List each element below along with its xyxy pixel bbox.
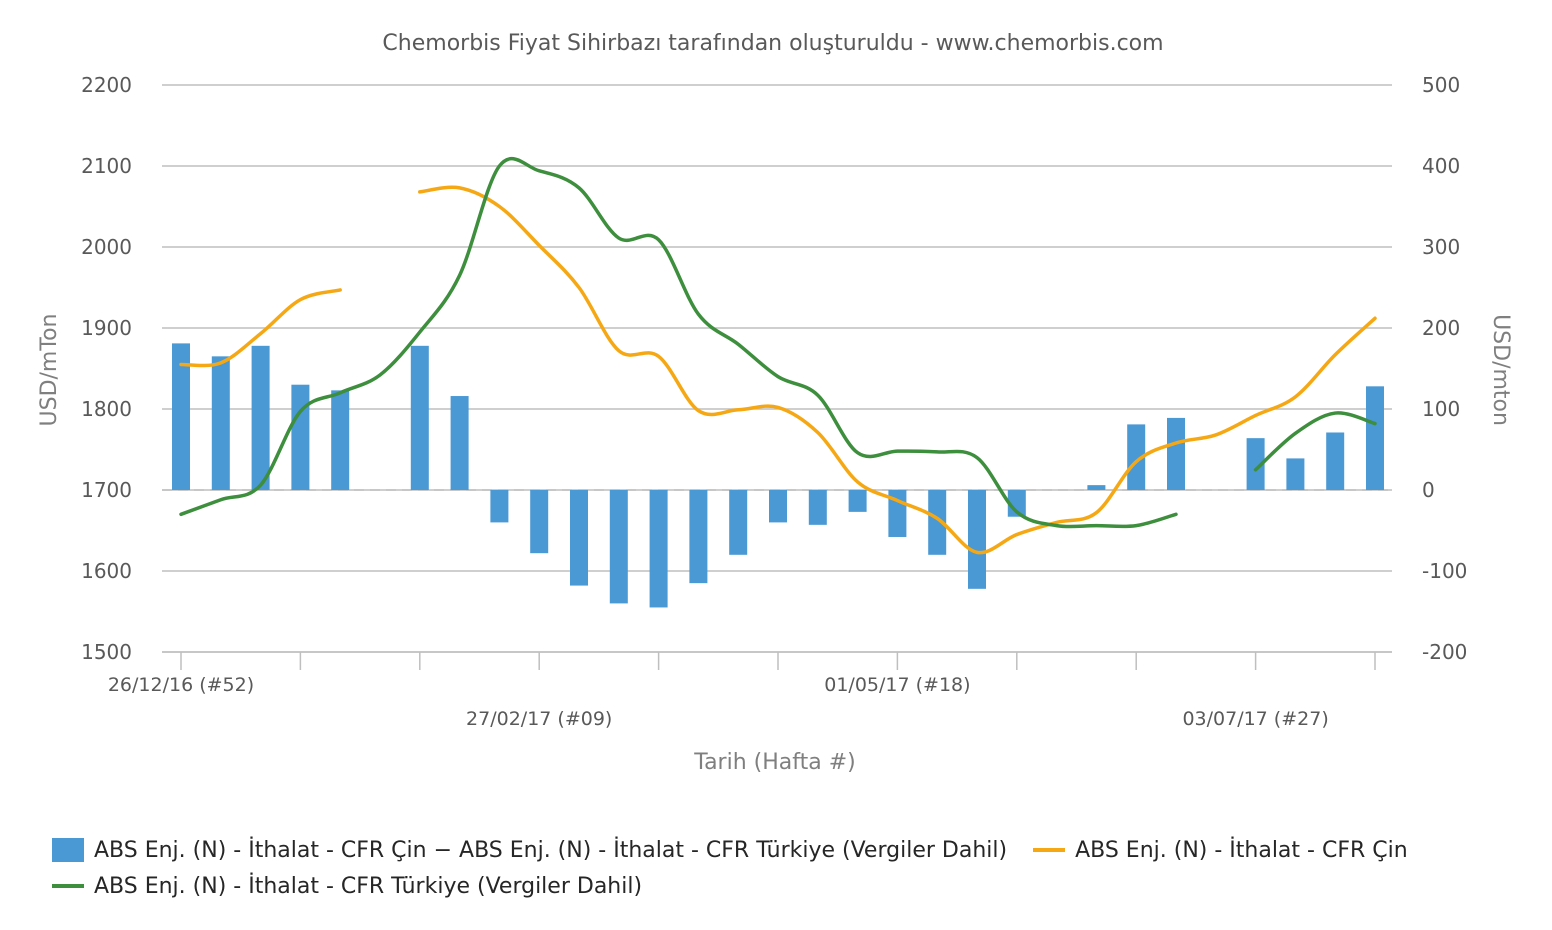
y-right-tick-label: 100 [1422, 397, 1460, 421]
bar [848, 490, 867, 512]
legend-item-cfr-turkiye[interactable]: ABS Enj. (N) - İthalat - CFR Türkiye (Ve… [52, 874, 642, 899]
y-right-tick-label: -100 [1422, 559, 1467, 583]
chart: Chemorbis Fiyat Sihirbazı tarafından olu… [37, 31, 1513, 775]
bar [649, 490, 668, 608]
x-tick-label: 27/02/17 (#09) [466, 708, 612, 730]
y-left-tick-label: 2200 [81, 73, 132, 97]
bar [609, 490, 628, 604]
y-right-tick-label: 400 [1422, 154, 1460, 178]
y-left-tick-label: 2000 [81, 235, 132, 259]
x-tick-label: 26/12/16 (#52) [108, 674, 254, 696]
axes: 15001600170018001900200021002200-200-100… [81, 73, 1467, 730]
bar [729, 490, 748, 555]
y-axis-right-title: USD/mton [1488, 314, 1513, 426]
y-axis-left-title: USD/mTon [37, 314, 62, 427]
bar [1246, 438, 1265, 490]
bar [1007, 490, 1026, 517]
line-series [179, 157, 1377, 555]
bar [1286, 458, 1305, 490]
bar [291, 384, 310, 490]
y-right-tick-label: 200 [1422, 316, 1460, 340]
bar [1087, 485, 1106, 490]
y-right-tick-label: 500 [1422, 73, 1460, 97]
bar [1127, 424, 1146, 490]
x-axis-title: Tarih (Hafta #) [693, 750, 855, 775]
bar [1167, 417, 1185, 490]
legend-item-cfr-cin[interactable]: ABS Enj. (N) - İthalat - CFR Çin [1033, 838, 1408, 863]
bar [450, 396, 469, 490]
legend-label-cfr-cin: ABS Enj. (N) - İthalat - CFR Çin [1075, 837, 1408, 863]
legend: ABS Enj. (N) - İthalat - CFR Çin − ABS E… [52, 832, 1532, 904]
legend-item-spread[interactable]: ABS Enj. (N) - İthalat - CFR Çin − ABS E… [52, 838, 1007, 863]
bar [570, 490, 588, 586]
bar [410, 345, 429, 490]
legend-swatch-spread [52, 838, 84, 862]
y-right-tick-label: -200 [1422, 640, 1467, 664]
bar [808, 490, 827, 525]
bar-series [172, 343, 1384, 608]
bar [490, 490, 509, 523]
bar [331, 390, 350, 490]
bar [689, 490, 708, 584]
bar [1366, 386, 1384, 490]
line-cfr-turkiye [179, 157, 1178, 529]
line-cfr-turkiye [1253, 411, 1377, 472]
bar [968, 490, 986, 589]
bar [172, 343, 190, 490]
bar [530, 490, 549, 554]
bar [928, 490, 947, 555]
gridlines [162, 84, 1392, 653]
bar [1326, 432, 1345, 490]
legend-label-cfr-turkiye: ABS Enj. (N) - İthalat - CFR Türkiye (Ve… [94, 873, 643, 899]
y-right-tick-label: 0 [1422, 478, 1435, 502]
y-left-tick-label: 2100 [81, 154, 132, 178]
line-cfr-cin [179, 288, 342, 368]
bar [769, 490, 787, 523]
legend-swatch-cfr-turkiye [52, 884, 84, 888]
y-left-tick-label: 1500 [81, 640, 132, 664]
x-tick-label: 01/05/17 (#18) [824, 674, 970, 696]
bar [251, 345, 270, 490]
y-right-tick-label: 300 [1422, 235, 1460, 259]
y-left-tick-label: 1900 [81, 316, 132, 340]
legend-label-spread: ABS Enj. (N) - İthalat - CFR Çin − ABS E… [94, 837, 1008, 863]
bar [211, 356, 230, 490]
y-left-tick-label: 1700 [81, 478, 132, 502]
x-tick-label: 03/07/17 (#27) [1182, 708, 1328, 730]
y-left-tick-label: 1800 [81, 397, 132, 421]
y-left-tick-label: 1600 [81, 559, 132, 583]
legend-swatch-cfr-cin [1033, 848, 1066, 852]
line-cfr-cin [418, 185, 1377, 555]
chart-title: Chemorbis Fiyat Sihirbazı tarafından olu… [382, 31, 1163, 56]
